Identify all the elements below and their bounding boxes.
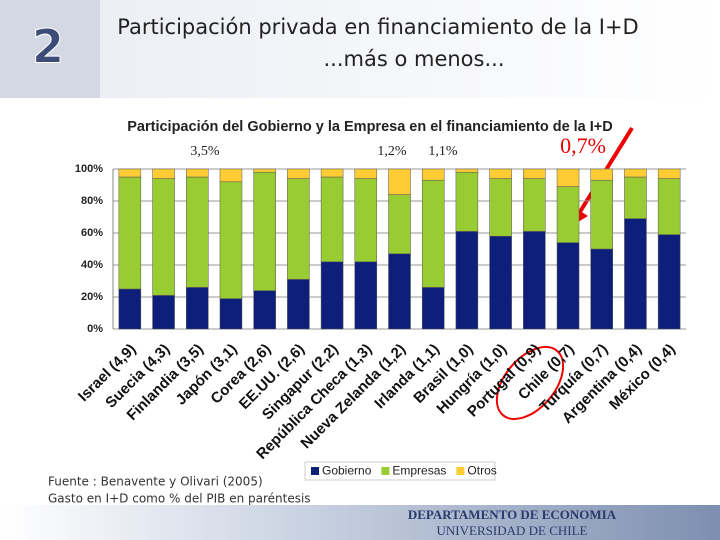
- slide-number: 2: [32, 20, 64, 74]
- y-tick-label: 60%: [81, 227, 103, 239]
- y-tick-label: 40%: [81, 259, 103, 271]
- header-band: [0, 0, 720, 98]
- bar-segment: [421, 287, 445, 330]
- bar-segment: [354, 261, 378, 330]
- y-tick-label: 100%: [75, 163, 103, 175]
- bar-segment: [624, 168, 647, 178]
- bar-segment: [523, 231, 546, 330]
- bar-segment: [657, 168, 681, 179]
- highlight-ellipse: [495, 346, 565, 420]
- bar-segment: [657, 178, 681, 235]
- bar-segment: [421, 168, 445, 181]
- bar-segment: [489, 178, 512, 237]
- legend-swatch: [456, 467, 465, 475]
- bar-segment: [489, 235, 512, 330]
- department: DEPARTAMENTO DE ECONOMIA: [408, 507, 617, 522]
- bar-segment: [624, 218, 647, 330]
- legend-swatch: [311, 467, 319, 475]
- university: UNIVERSIDAD DE CHILE: [437, 523, 588, 538]
- bar-segment: [186, 168, 209, 178]
- annotation: 0,7%: [560, 133, 606, 158]
- bar-segment: [556, 242, 580, 330]
- bar-segment: [320, 168, 344, 178]
- annotation: 1,1%: [428, 144, 458, 159]
- bar-segment: [186, 287, 209, 330]
- bar-segment: [253, 168, 276, 173]
- bar-segment: [219, 298, 243, 330]
- bar-segment: [590, 168, 613, 181]
- legend-label: Empresas: [392, 464, 446, 478]
- bar-segment: [186, 176, 209, 288]
- bar-segment: [253, 290, 276, 330]
- y-tick-label: 0%: [87, 323, 103, 335]
- bar-segment: [455, 171, 479, 232]
- bar-segment: [590, 248, 613, 330]
- bar-segment: [657, 234, 681, 330]
- y-tick-label: 20%: [81, 291, 103, 303]
- bar-segment: [354, 178, 378, 263]
- bar-segment: [556, 168, 580, 187]
- legend-box: [304, 461, 496, 481]
- bar-segment: [523, 178, 546, 232]
- y-tick-label: 80%: [81, 195, 103, 207]
- bar-segment: [287, 279, 310, 330]
- slide-subtitle: ...más o menos...: [324, 47, 505, 71]
- bar-segment: [152, 295, 175, 330]
- bar-segment: [219, 181, 243, 299]
- bar-segment: [354, 168, 378, 179]
- bar-segment: [455, 231, 479, 330]
- bar-segment: [556, 186, 580, 243]
- bar-segment: [320, 261, 344, 330]
- chart-title: Participación del Gobierno y la Empresa …: [127, 119, 613, 135]
- bar-segment: [590, 179, 613, 250]
- bar-segment: [118, 176, 142, 290]
- bar-segment: [152, 178, 175, 296]
- bar-segment: [388, 168, 411, 195]
- bar-segment: [388, 194, 411, 255]
- legend-label: Gobierno: [322, 464, 372, 478]
- bar-segment: [287, 178, 310, 280]
- annotation: 1,2%: [377, 144, 407, 159]
- bar-segment: [219, 168, 243, 183]
- number-box: [0, 0, 100, 98]
- note: Gasto en I+D como % del PIB en paréntesi…: [48, 492, 311, 506]
- bar-segment: [455, 168, 479, 173]
- annotation: 3,5%: [190, 144, 220, 159]
- legend-label: Otros: [467, 464, 496, 478]
- bar-segment: [421, 179, 445, 288]
- bar-segment: [253, 171, 276, 291]
- bar-segment: [320, 176, 344, 263]
- bar-segment: [624, 176, 647, 219]
- bar-segment: [388, 253, 411, 330]
- bar-segment: [523, 168, 546, 179]
- bar-segment: [287, 168, 310, 179]
- footer-band: [0, 505, 720, 540]
- bar-segment: [489, 168, 512, 179]
- source: Fuente : Benavente y Olivari (2005): [48, 475, 263, 489]
- bar-segment: [152, 168, 175, 179]
- slide-title: Participación privada en financiamiento …: [117, 15, 638, 39]
- plot: 0%20%40%60%80%100%Israel (4,9)Suecia (4,…: [75, 163, 686, 481]
- bar-segment: [118, 168, 142, 178]
- bar-segment: [118, 288, 142, 330]
- legend-swatch: [381, 467, 390, 475]
